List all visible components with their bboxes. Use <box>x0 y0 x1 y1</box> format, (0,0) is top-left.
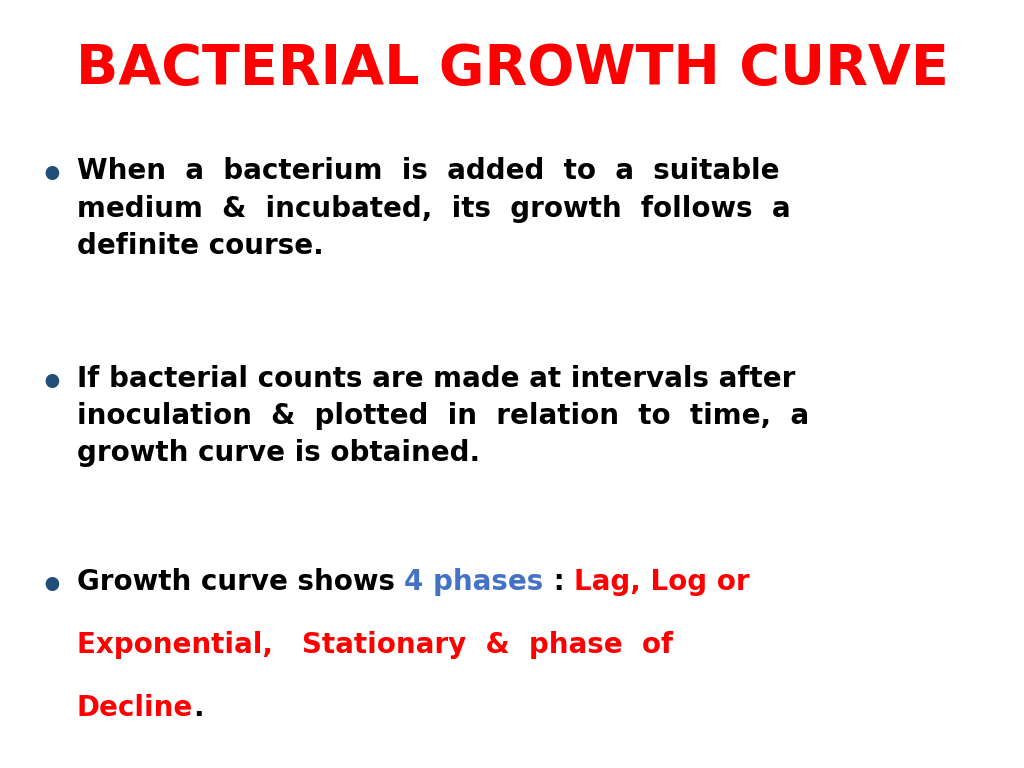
Text: When  a  bacterium  is  added  to  a  suitable
medium  &  incubated,  its  growt: When a bacterium is added to a suitable … <box>77 157 791 260</box>
Text: •: • <box>39 568 63 606</box>
Text: Decline: Decline <box>77 694 194 722</box>
Text: Exponential,   Stationary  &  phase  of: Exponential, Stationary & phase of <box>77 631 673 659</box>
Text: If bacterial counts are made at intervals after
inoculation  &  plotted  in  rel: If bacterial counts are made at interval… <box>77 365 809 467</box>
Text: Lag, Log or: Lag, Log or <box>574 568 750 596</box>
Text: .: . <box>194 694 204 722</box>
Text: Growth curve shows: Growth curve shows <box>77 568 404 596</box>
Text: •: • <box>39 365 63 402</box>
Text: BACTERIAL GROWTH CURVE: BACTERIAL GROWTH CURVE <box>76 42 948 96</box>
Text: •: • <box>39 157 63 195</box>
Text: :: : <box>544 568 574 596</box>
Text: 4 phases: 4 phases <box>404 568 544 596</box>
